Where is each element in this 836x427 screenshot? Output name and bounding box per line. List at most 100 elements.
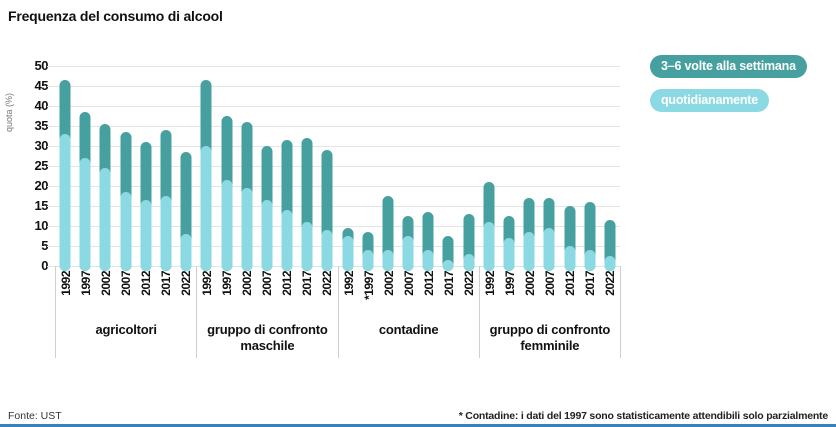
bar-slot bbox=[237, 66, 257, 271]
year-label: 1997 bbox=[220, 271, 235, 296]
year-slot: 1992 bbox=[197, 266, 217, 314]
y-axis-ticks: 50 45 40 35 30 25 20 15 10 5 0 bbox=[18, 58, 49, 273]
year-label: 1992 bbox=[200, 271, 215, 296]
y-tick-label: 15 bbox=[34, 198, 49, 213]
year-slot: 2012 bbox=[277, 266, 297, 314]
bar-segment-daily bbox=[221, 180, 232, 271]
year-label: 2022 bbox=[179, 271, 194, 296]
year-row: 1992 1997 2002 2007 2012 2017 2022 bbox=[197, 266, 337, 314]
bar-slot bbox=[519, 66, 539, 271]
year-slot: 2012 bbox=[419, 266, 439, 314]
y-tick-label: 45 bbox=[34, 78, 49, 93]
bar-groups bbox=[55, 66, 620, 271]
year-label: 2007 bbox=[119, 271, 134, 296]
bar-segment-daily bbox=[442, 260, 454, 271]
gridline bbox=[47, 246, 620, 247]
year-label: 2017 bbox=[441, 271, 456, 296]
year-slot: 2017 bbox=[297, 266, 317, 314]
year-slot: 2007 bbox=[399, 266, 419, 314]
year-label: 2017 bbox=[582, 271, 597, 296]
bar-slot bbox=[257, 66, 277, 271]
bar-segment-daily bbox=[523, 232, 535, 271]
bar-segment-daily bbox=[120, 192, 132, 271]
bar-segment-daily bbox=[402, 236, 414, 271]
bar-group bbox=[479, 66, 620, 271]
bar-group bbox=[338, 66, 479, 271]
legend-pill-daily: quotidianamente bbox=[650, 89, 770, 112]
y-tick-label: 5 bbox=[41, 238, 48, 253]
bar-slot bbox=[438, 66, 458, 271]
x-axis-strip: 1992 1997 2002 2007 2012 2017 2022 agricoltori 1… bbox=[55, 266, 621, 358]
bar-segment-daily bbox=[321, 230, 333, 271]
year-slot: 2012 bbox=[560, 266, 580, 314]
year-slot: 2007 bbox=[116, 266, 136, 314]
stacked-bar bbox=[241, 122, 253, 271]
stacked-bar bbox=[342, 228, 354, 271]
group-cell: 1992 1997 2002 2007 2012 2017 2022 agricoltori bbox=[56, 266, 198, 358]
bar-slot bbox=[95, 66, 115, 271]
year-slot: 2007 bbox=[540, 266, 560, 314]
year-slot: 2017 bbox=[580, 266, 600, 314]
year-slot: 2002 bbox=[379, 266, 399, 314]
year-label: 2007 bbox=[542, 271, 557, 296]
gridline bbox=[47, 146, 620, 147]
gridline bbox=[47, 266, 620, 267]
year-slot: *1997 bbox=[359, 266, 379, 314]
bar-segment-daily bbox=[261, 200, 273, 271]
stacked-bar bbox=[362, 232, 374, 271]
bar-segment-daily bbox=[543, 228, 555, 271]
bar-slot bbox=[398, 66, 418, 271]
y-axis-label: quota (%) bbox=[4, 92, 14, 132]
bar-segment-daily bbox=[200, 146, 212, 271]
stacked-bar bbox=[180, 152, 192, 271]
year-slot: 2022 bbox=[176, 266, 196, 314]
year-slot: 2022 bbox=[600, 266, 620, 314]
bar-slot bbox=[539, 66, 559, 271]
stacked-bar bbox=[261, 146, 273, 271]
bar-segment-daily bbox=[160, 196, 172, 271]
stacked-bar bbox=[584, 202, 596, 271]
bar-segment-daily bbox=[604, 256, 616, 271]
year-slot: 2002 bbox=[237, 266, 257, 314]
year-slot: 2002 bbox=[96, 266, 116, 314]
year-slot: 2007 bbox=[257, 266, 277, 314]
stacked-bar bbox=[543, 198, 555, 271]
group-label: contadine bbox=[378, 322, 439, 337]
year-label: 2017 bbox=[300, 271, 315, 296]
bar-segment-daily bbox=[382, 250, 394, 271]
year-label: 2007 bbox=[260, 271, 275, 296]
bar-slot bbox=[378, 66, 398, 271]
stacked-bar bbox=[483, 182, 495, 271]
year-slot: 1992 bbox=[339, 266, 359, 314]
y-tick-label: 50 bbox=[34, 58, 49, 73]
source-note: Fonte: UST bbox=[8, 410, 62, 422]
stacked-bar bbox=[200, 80, 212, 271]
bar-segment-daily bbox=[59, 134, 71, 271]
year-label: 2017 bbox=[159, 271, 174, 296]
gridline bbox=[47, 106, 620, 107]
year-label: 1992 bbox=[482, 271, 497, 296]
bar-segment-daily bbox=[301, 222, 313, 271]
year-label: 2012 bbox=[139, 271, 154, 296]
plot-area bbox=[47, 66, 620, 271]
stacked-bar bbox=[160, 130, 172, 271]
bar-slot bbox=[297, 66, 317, 271]
year-label: 2007 bbox=[401, 271, 416, 296]
stacked-bar bbox=[523, 198, 535, 271]
year-label: 2022 bbox=[320, 271, 335, 296]
group-cell: 1992 1997 2002 2007 2012 2017 2022 gruppo di co… bbox=[197, 266, 339, 358]
y-tick-label: 0 bbox=[41, 258, 48, 273]
year-slot: 1997 bbox=[76, 266, 96, 314]
bar-segment-daily bbox=[99, 168, 111, 271]
gridline bbox=[47, 66, 620, 67]
gridline bbox=[47, 86, 620, 87]
y-tick-label: 30 bbox=[34, 138, 49, 153]
stacked-bar bbox=[321, 150, 333, 271]
bar-slot bbox=[580, 66, 600, 271]
year-label: 2012 bbox=[421, 271, 436, 296]
year-slot: 2017 bbox=[156, 266, 176, 314]
year-label: 1992 bbox=[341, 271, 356, 296]
bar-slot bbox=[418, 66, 438, 271]
group-label: agricoltori bbox=[95, 322, 157, 337]
bar-slot bbox=[499, 66, 519, 271]
